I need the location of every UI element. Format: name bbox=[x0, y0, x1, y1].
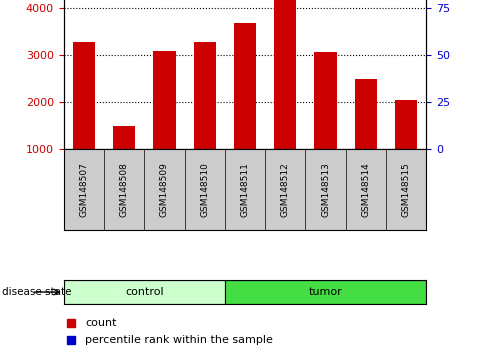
Text: disease state: disease state bbox=[2, 287, 72, 297]
Bar bbox=[113, 126, 135, 149]
Text: GSM148511: GSM148511 bbox=[241, 162, 249, 217]
Bar bbox=[274, 0, 296, 149]
Bar bbox=[194, 42, 216, 149]
Text: percentile rank within the sample: percentile rank within the sample bbox=[85, 335, 273, 345]
Text: GSM148512: GSM148512 bbox=[281, 162, 290, 217]
Text: GSM148510: GSM148510 bbox=[200, 162, 209, 217]
Text: GSM148509: GSM148509 bbox=[160, 162, 169, 217]
Text: GSM148513: GSM148513 bbox=[321, 162, 330, 217]
Text: count: count bbox=[85, 318, 117, 328]
Bar bbox=[395, 101, 417, 149]
Bar bbox=[355, 79, 377, 149]
Text: GSM148514: GSM148514 bbox=[361, 162, 370, 217]
Text: tumor: tumor bbox=[309, 287, 343, 297]
Bar bbox=[73, 42, 95, 149]
Text: GSM148515: GSM148515 bbox=[402, 162, 411, 217]
Bar bbox=[64, 280, 225, 304]
Bar bbox=[234, 23, 256, 149]
Bar bbox=[225, 280, 426, 304]
Text: control: control bbox=[125, 287, 164, 297]
Bar bbox=[153, 51, 175, 149]
Bar bbox=[315, 52, 337, 149]
Text: GSM148507: GSM148507 bbox=[79, 162, 88, 217]
Text: GSM148508: GSM148508 bbox=[120, 162, 129, 217]
